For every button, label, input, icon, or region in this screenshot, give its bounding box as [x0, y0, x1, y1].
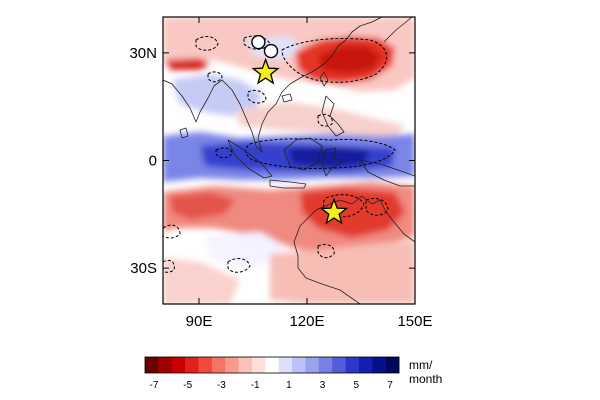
colorbar-tick-label: 5: [354, 380, 360, 391]
significance-contour: [195, 36, 219, 51]
colorbar-tick-label: 1: [286, 380, 292, 391]
significance-contour: [317, 243, 335, 259]
colorbar-unit-label-2: month: [409, 372, 442, 386]
anomaly-patch-se-indian-white: [205, 232, 285, 268]
significance-contour: [322, 194, 365, 218]
colorbar-swatch: [171, 357, 186, 373]
colorbar-swatch: [305, 357, 320, 373]
colorbar-swatch: [318, 357, 333, 373]
anomaly-patch-indian-ocean-red: [170, 192, 235, 220]
significance-contour: [247, 89, 267, 104]
colorbar-swatch: [372, 357, 386, 373]
map-panel: 90E 120E 150E 30N 0 30S: [129, 16, 433, 330]
coastline-new-guinea: [359, 159, 415, 187]
colorbar-swatch: [292, 357, 306, 373]
site-circle-marker: [263, 43, 279, 59]
colorbar-tick-label: -5: [183, 380, 192, 391]
colorbar-swatch: [265, 357, 279, 373]
lon-tick-label: 150E: [397, 313, 432, 330]
site-star-marker: [319, 197, 349, 225]
lat-tick-label: 0: [149, 153, 157, 170]
colorbar-swatch: [385, 357, 400, 373]
colorbar-swatch: [185, 357, 199, 373]
significance-contour: [215, 147, 233, 159]
significance-contour: [163, 224, 181, 239]
coastline-sumatra: [227, 139, 273, 179]
colorbar-swatch: [251, 357, 266, 373]
anomaly-band-equatorial-deepest: [288, 146, 370, 168]
anomaly-field: [163, 17, 415, 304]
anomaly-patch-west-streak: [166, 58, 210, 70]
anomaly-patch-indochina-blue: [172, 74, 262, 116]
markers: [251, 34, 349, 225]
colorbar-frame: [144, 356, 400, 374]
colorbar-swatch: [225, 357, 239, 373]
site-star-marker: [251, 57, 280, 85]
colorbar-swatch: [358, 357, 373, 373]
significance-contour: [281, 38, 387, 83]
lon-tick-label: 120E: [289, 313, 324, 330]
colorbar-tick-label: 7: [387, 380, 393, 391]
colorbar-tick-label: -1: [251, 380, 260, 391]
colorbar-tick-label: 3: [320, 380, 326, 391]
coastline-borneo: [283, 137, 323, 171]
anomaly-patch-tropics-pink: [235, 102, 405, 138]
significance-contour: [243, 35, 271, 50]
colorbar-swatch: [145, 357, 159, 373]
lat-tick-label: 30S: [130, 260, 157, 277]
coastline-hainan: [281, 93, 293, 103]
coastline-asia: [163, 17, 383, 153]
colorbar-swatch: [211, 357, 226, 373]
significance-contour: [227, 258, 251, 273]
significance-contour: [317, 113, 333, 127]
lon-tick-label: 90E: [186, 313, 213, 330]
significance-contours: [163, 35, 396, 273]
significance-contour: [163, 259, 175, 273]
coastline-sulawesi: [321, 147, 343, 177]
anomaly-patch-south-pink-west: [163, 258, 240, 304]
coastline-java: [269, 179, 307, 189]
coastline-sri-lanka: [179, 127, 189, 139]
colorbar-unit-label: mm/: [409, 358, 433, 372]
colorbar-tick-label: -7: [150, 380, 159, 391]
site-circle-marker: [251, 34, 266, 50]
colorbar-swatch: [158, 357, 173, 373]
axis-ticks: 90E 120E 150E 30N 0 30S: [129, 17, 433, 330]
anomaly-patch-south-australia-pink: [270, 240, 415, 304]
coastline-taiwan: [319, 71, 329, 87]
significance-contour: [245, 138, 396, 169]
colorbar-swatch: [198, 357, 213, 373]
lat-tick-label: 30N: [129, 45, 157, 62]
coastline-philippines: [321, 95, 345, 137]
colorbar-swatch: [345, 357, 360, 373]
colorbar-tick-label: -3: [217, 380, 226, 391]
colorbar: -7 -5 -3 -1 1 3 5 7 mm/month: [144, 356, 442, 391]
significance-contour: [207, 71, 223, 83]
colorbar-swatch: [238, 357, 253, 373]
colorbar-swatch: [278, 357, 293, 373]
coastline-japan: [383, 17, 413, 43]
colorbar-swatch: [332, 357, 346, 373]
